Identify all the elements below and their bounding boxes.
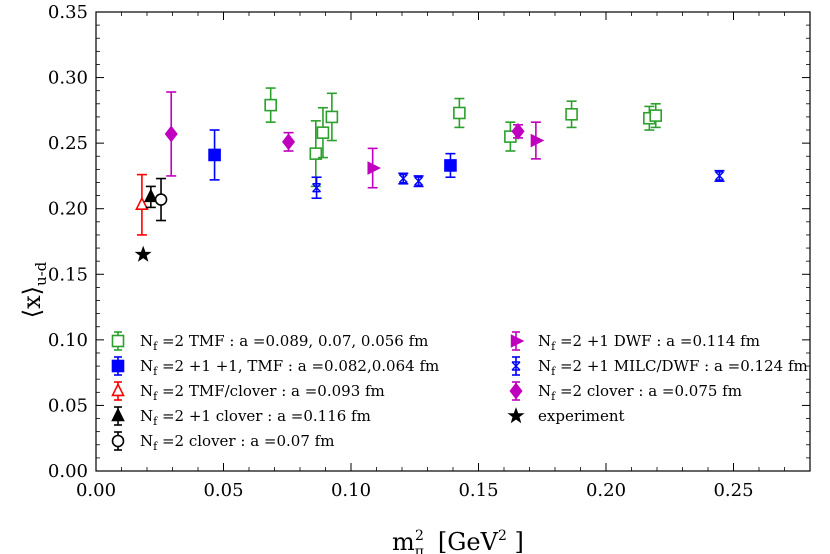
legend-marker <box>510 334 525 348</box>
data-point <box>530 133 545 148</box>
series-4 <box>154 177 168 222</box>
data-point <box>453 106 466 120</box>
data-point <box>714 171 724 181</box>
legend-marker <box>509 382 523 400</box>
legend-entry-8: experiment <box>507 407 625 425</box>
data-point <box>154 193 168 206</box>
data-point <box>325 110 339 124</box>
legend-label: Nf =2 clover : a =0.07 fm <box>140 432 334 453</box>
legend-marker <box>511 361 521 371</box>
y-tick-label: 0.30 <box>48 68 88 89</box>
plot-area <box>134 87 725 262</box>
series-3 <box>144 185 158 209</box>
plot-frame <box>95 11 811 472</box>
legend-marker <box>111 434 125 448</box>
x-tick-label: 0.05 <box>203 480 243 501</box>
data-point <box>144 188 158 203</box>
x-tick-label: 0.15 <box>458 480 498 501</box>
legend-label: Nf =2 +1 +1, TMF : a =0.082,0.064 fm <box>140 357 439 378</box>
x-tick-label: 0.25 <box>713 480 753 501</box>
y-tick-label: 0.20 <box>48 199 88 220</box>
y-tick-label: 0.00 <box>48 461 88 482</box>
data-point <box>135 196 149 210</box>
series-0 <box>264 87 663 188</box>
data-point <box>367 161 382 175</box>
y-tick-label: 0.10 <box>48 330 88 351</box>
legend-marker <box>111 359 125 373</box>
legend-entry-0: Nf =2 TMF : a =0.089, 0.07, 0.056 fm <box>111 331 428 353</box>
legend-entry-7: Nf =2 clover : a =0.075 fm <box>509 381 742 403</box>
x-tick-label: 0.00 <box>76 480 116 501</box>
data-point <box>264 98 277 112</box>
legend-marker <box>111 407 125 422</box>
x-axis-label: mπ2 [GeV2 ] <box>392 528 524 554</box>
legend-entry-3: Nf =2 +1 clover : a =0.116 fm <box>111 406 371 428</box>
x-tick-label: 0.10 <box>331 480 371 501</box>
x-tick-label: 0.20 <box>586 480 626 501</box>
data-point <box>444 159 457 172</box>
series-1 <box>208 129 457 181</box>
legend-entry-4: Nf =2 clover : a =0.07 fm <box>111 431 334 453</box>
data-point <box>316 126 330 139</box>
axes: 0.00 0.05 0.10 0.15 0.20 0.25 0.00 0.05 0.10 0.15… <box>48 2 811 501</box>
data-point <box>312 183 322 193</box>
legend-marker <box>111 382 125 397</box>
series-2 <box>135 173 149 236</box>
legend-marker <box>507 407 525 424</box>
data-point <box>208 148 221 162</box>
legend-label: Nf =2 +1 MILC/DWF : a =0.124 fm <box>538 357 808 378</box>
y-tick-label: 0.25 <box>48 133 88 154</box>
series-6 <box>311 169 725 200</box>
legend-entry-5: Nf =2 +1 DWF : a =0.114 fm <box>510 331 760 353</box>
legend-label: Nf =2 TMF/clover : a =0.093 fm <box>140 382 385 403</box>
legend-entry-6: Nf =2 +1 MILC/DWF : a =0.124 fm <box>511 356 808 378</box>
data-point <box>282 133 296 151</box>
legend-label: Nf =2 +1 clover : a =0.116 fm <box>140 407 371 428</box>
y-axis-label: ⟨x⟩u-d <box>18 261 50 318</box>
data-point <box>649 109 663 122</box>
legend-label: Nf =2 +1 DWF : a =0.114 fm <box>538 332 760 353</box>
legend-label: experiment <box>538 407 625 425</box>
data-point <box>398 173 408 184</box>
legend: Nf =2 TMF : a =0.089, 0.07, 0.056 fm Nf =… <box>111 331 808 453</box>
series-5 <box>367 121 545 189</box>
legend-label: Nf =2 clover : a =0.075 fm <box>538 382 742 403</box>
data-point <box>414 176 424 186</box>
data-point <box>134 245 152 262</box>
legend-entry-2: Nf =2 TMF/clover : a =0.093 fm <box>111 381 385 403</box>
y-tick-label: 0.05 <box>48 395 88 416</box>
legend-label: Nf =2 TMF : a =0.089, 0.07, 0.056 fm <box>140 332 428 353</box>
data-point <box>565 107 578 121</box>
data-point <box>511 122 525 140</box>
data-point <box>309 147 323 160</box>
data-point <box>164 125 178 143</box>
series-7 <box>164 91 525 177</box>
legend-marker <box>111 334 125 348</box>
y-tick-label: 0.35 <box>48 2 88 23</box>
y-tick-label: 0.15 <box>48 264 88 285</box>
legend-entry-1: Nf =2 +1 +1, TMF : a =0.082,0.064 fm <box>111 356 439 378</box>
series-8 <box>134 245 152 262</box>
